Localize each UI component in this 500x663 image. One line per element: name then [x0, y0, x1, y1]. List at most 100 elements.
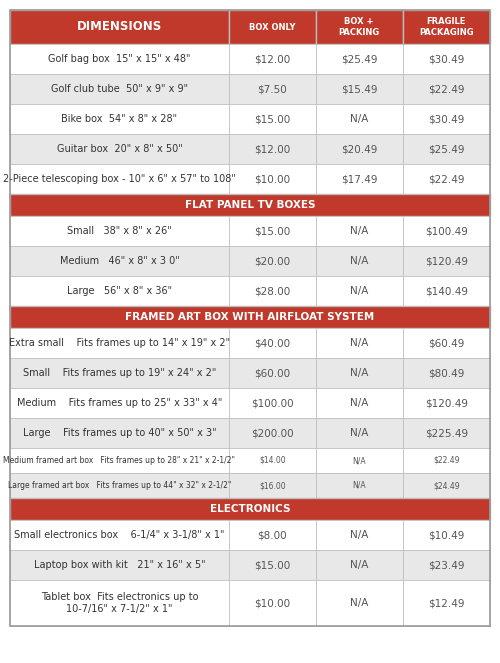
Text: $15.49: $15.49 [341, 84, 378, 94]
Bar [402, 10, 490, 44]
Bar [402, 520, 490, 550]
Bar [10, 580, 229, 626]
Text: Extra small    Fits frames up to 14" x 19" x 2": Extra small Fits frames up to 14" x 19" … [9, 338, 230, 348]
Bar [229, 550, 316, 580]
Bar [229, 358, 316, 388]
Bar [402, 448, 490, 473]
Text: $20.00: $20.00 [254, 256, 290, 266]
Text: Tablet box  Fits electronics up to
10-7/16" x 7-1/2" x 1": Tablet box Fits electronics up to 10-7/1… [40, 592, 198, 614]
Text: $8.00: $8.00 [258, 530, 287, 540]
Bar [229, 104, 316, 134]
Bar [229, 276, 316, 306]
Text: Medium   46" x 8" x 3 0": Medium 46" x 8" x 3 0" [60, 256, 180, 266]
Bar [10, 44, 229, 74]
Bar [10, 164, 229, 194]
Bar [402, 104, 490, 134]
Text: $225.49: $225.49 [425, 428, 468, 438]
Bar [229, 134, 316, 164]
Bar [229, 580, 316, 626]
Bar [10, 74, 229, 104]
Text: $30.49: $30.49 [428, 114, 465, 124]
Text: $10.00: $10.00 [254, 174, 290, 184]
Bar [316, 448, 402, 473]
Text: $200.00: $200.00 [251, 428, 294, 438]
Bar [316, 550, 402, 580]
Bar [229, 328, 316, 358]
Bar [402, 550, 490, 580]
Text: N/A: N/A [350, 398, 368, 408]
Text: $10.49: $10.49 [428, 530, 465, 540]
Text: $15.00: $15.00 [254, 114, 290, 124]
Bar [316, 74, 402, 104]
Bar [402, 246, 490, 276]
Text: 2-Piece telescoping box - 10" x 6" x 57" to 108": 2-Piece telescoping box - 10" x 6" x 57"… [3, 174, 236, 184]
Text: $10.00: $10.00 [254, 598, 290, 608]
Text: BOX ONLY: BOX ONLY [249, 23, 296, 32]
Text: FRAMED ART BOX WITH AIRFLOAT SYSTEM: FRAMED ART BOX WITH AIRFLOAT SYSTEM [126, 312, 374, 322]
Bar [229, 164, 316, 194]
Bar [10, 388, 229, 418]
Bar [316, 473, 402, 498]
Bar [316, 276, 402, 306]
Bar [402, 418, 490, 448]
Text: $140.49: $140.49 [425, 286, 468, 296]
Text: $15.00: $15.00 [254, 560, 290, 570]
Text: Medium framed art box   Fits frames up to 28" x 21" x 2-1/2": Medium framed art box Fits frames up to … [4, 456, 235, 465]
Text: $25.49: $25.49 [428, 144, 465, 154]
Bar [229, 388, 316, 418]
Text: Small   38" x 8" x 26": Small 38" x 8" x 26" [67, 226, 172, 236]
Text: Golf bag box  15" x 15" x 48": Golf bag box 15" x 15" x 48" [48, 54, 191, 64]
Bar [316, 44, 402, 74]
Text: Golf club tube  50" x 9" x 9": Golf club tube 50" x 9" x 9" [51, 84, 188, 94]
Bar [10, 520, 229, 550]
Text: $22.49: $22.49 [428, 84, 465, 94]
Text: Bike box  54" x 8" x 28": Bike box 54" x 8" x 28" [62, 114, 178, 124]
Bar [316, 358, 402, 388]
Bar [402, 580, 490, 626]
Text: FLAT PANEL TV BOXES: FLAT PANEL TV BOXES [185, 200, 316, 210]
Bar [10, 498, 490, 520]
Bar [402, 328, 490, 358]
Text: $120.49: $120.49 [425, 398, 468, 408]
Bar [402, 134, 490, 164]
Text: $12.00: $12.00 [254, 144, 290, 154]
Bar [10, 306, 490, 328]
Text: DIMENSIONS: DIMENSIONS [77, 21, 162, 34]
Text: N/A: N/A [350, 256, 368, 266]
Text: N/A: N/A [352, 481, 366, 490]
Text: Laptop box with kit   21" x 16" x 5": Laptop box with kit 21" x 16" x 5" [34, 560, 206, 570]
Bar [10, 550, 229, 580]
Text: N/A: N/A [350, 530, 368, 540]
Bar [316, 580, 402, 626]
Text: $24.49: $24.49 [433, 481, 460, 490]
Text: $60.49: $60.49 [428, 338, 465, 348]
Text: $22.49: $22.49 [433, 456, 460, 465]
Bar [402, 473, 490, 498]
Text: N/A: N/A [350, 560, 368, 570]
Text: $15.00: $15.00 [254, 226, 290, 236]
Text: Large framed art box   Fits frames up to 44" x 32" x 2-1/2": Large framed art box Fits frames up to 4… [8, 481, 231, 490]
Bar [229, 246, 316, 276]
Bar [229, 520, 316, 550]
Bar [316, 388, 402, 418]
Bar [229, 216, 316, 246]
Text: N/A: N/A [350, 368, 368, 378]
Bar [402, 358, 490, 388]
Text: N/A: N/A [350, 114, 368, 124]
Text: $20.49: $20.49 [341, 144, 378, 154]
Bar [316, 246, 402, 276]
Bar [10, 104, 229, 134]
Text: BOX +
PACKING: BOX + PACKING [338, 17, 380, 36]
Bar [229, 10, 316, 44]
Bar [316, 10, 402, 44]
Text: $100.49: $100.49 [425, 226, 468, 236]
Bar [316, 418, 402, 448]
Text: N/A: N/A [352, 456, 366, 465]
Text: Large   56" x 8" x 36": Large 56" x 8" x 36" [67, 286, 172, 296]
Bar [229, 473, 316, 498]
Bar [10, 134, 229, 164]
Bar [316, 520, 402, 550]
Bar [10, 473, 229, 498]
Bar [402, 216, 490, 246]
Bar [229, 418, 316, 448]
